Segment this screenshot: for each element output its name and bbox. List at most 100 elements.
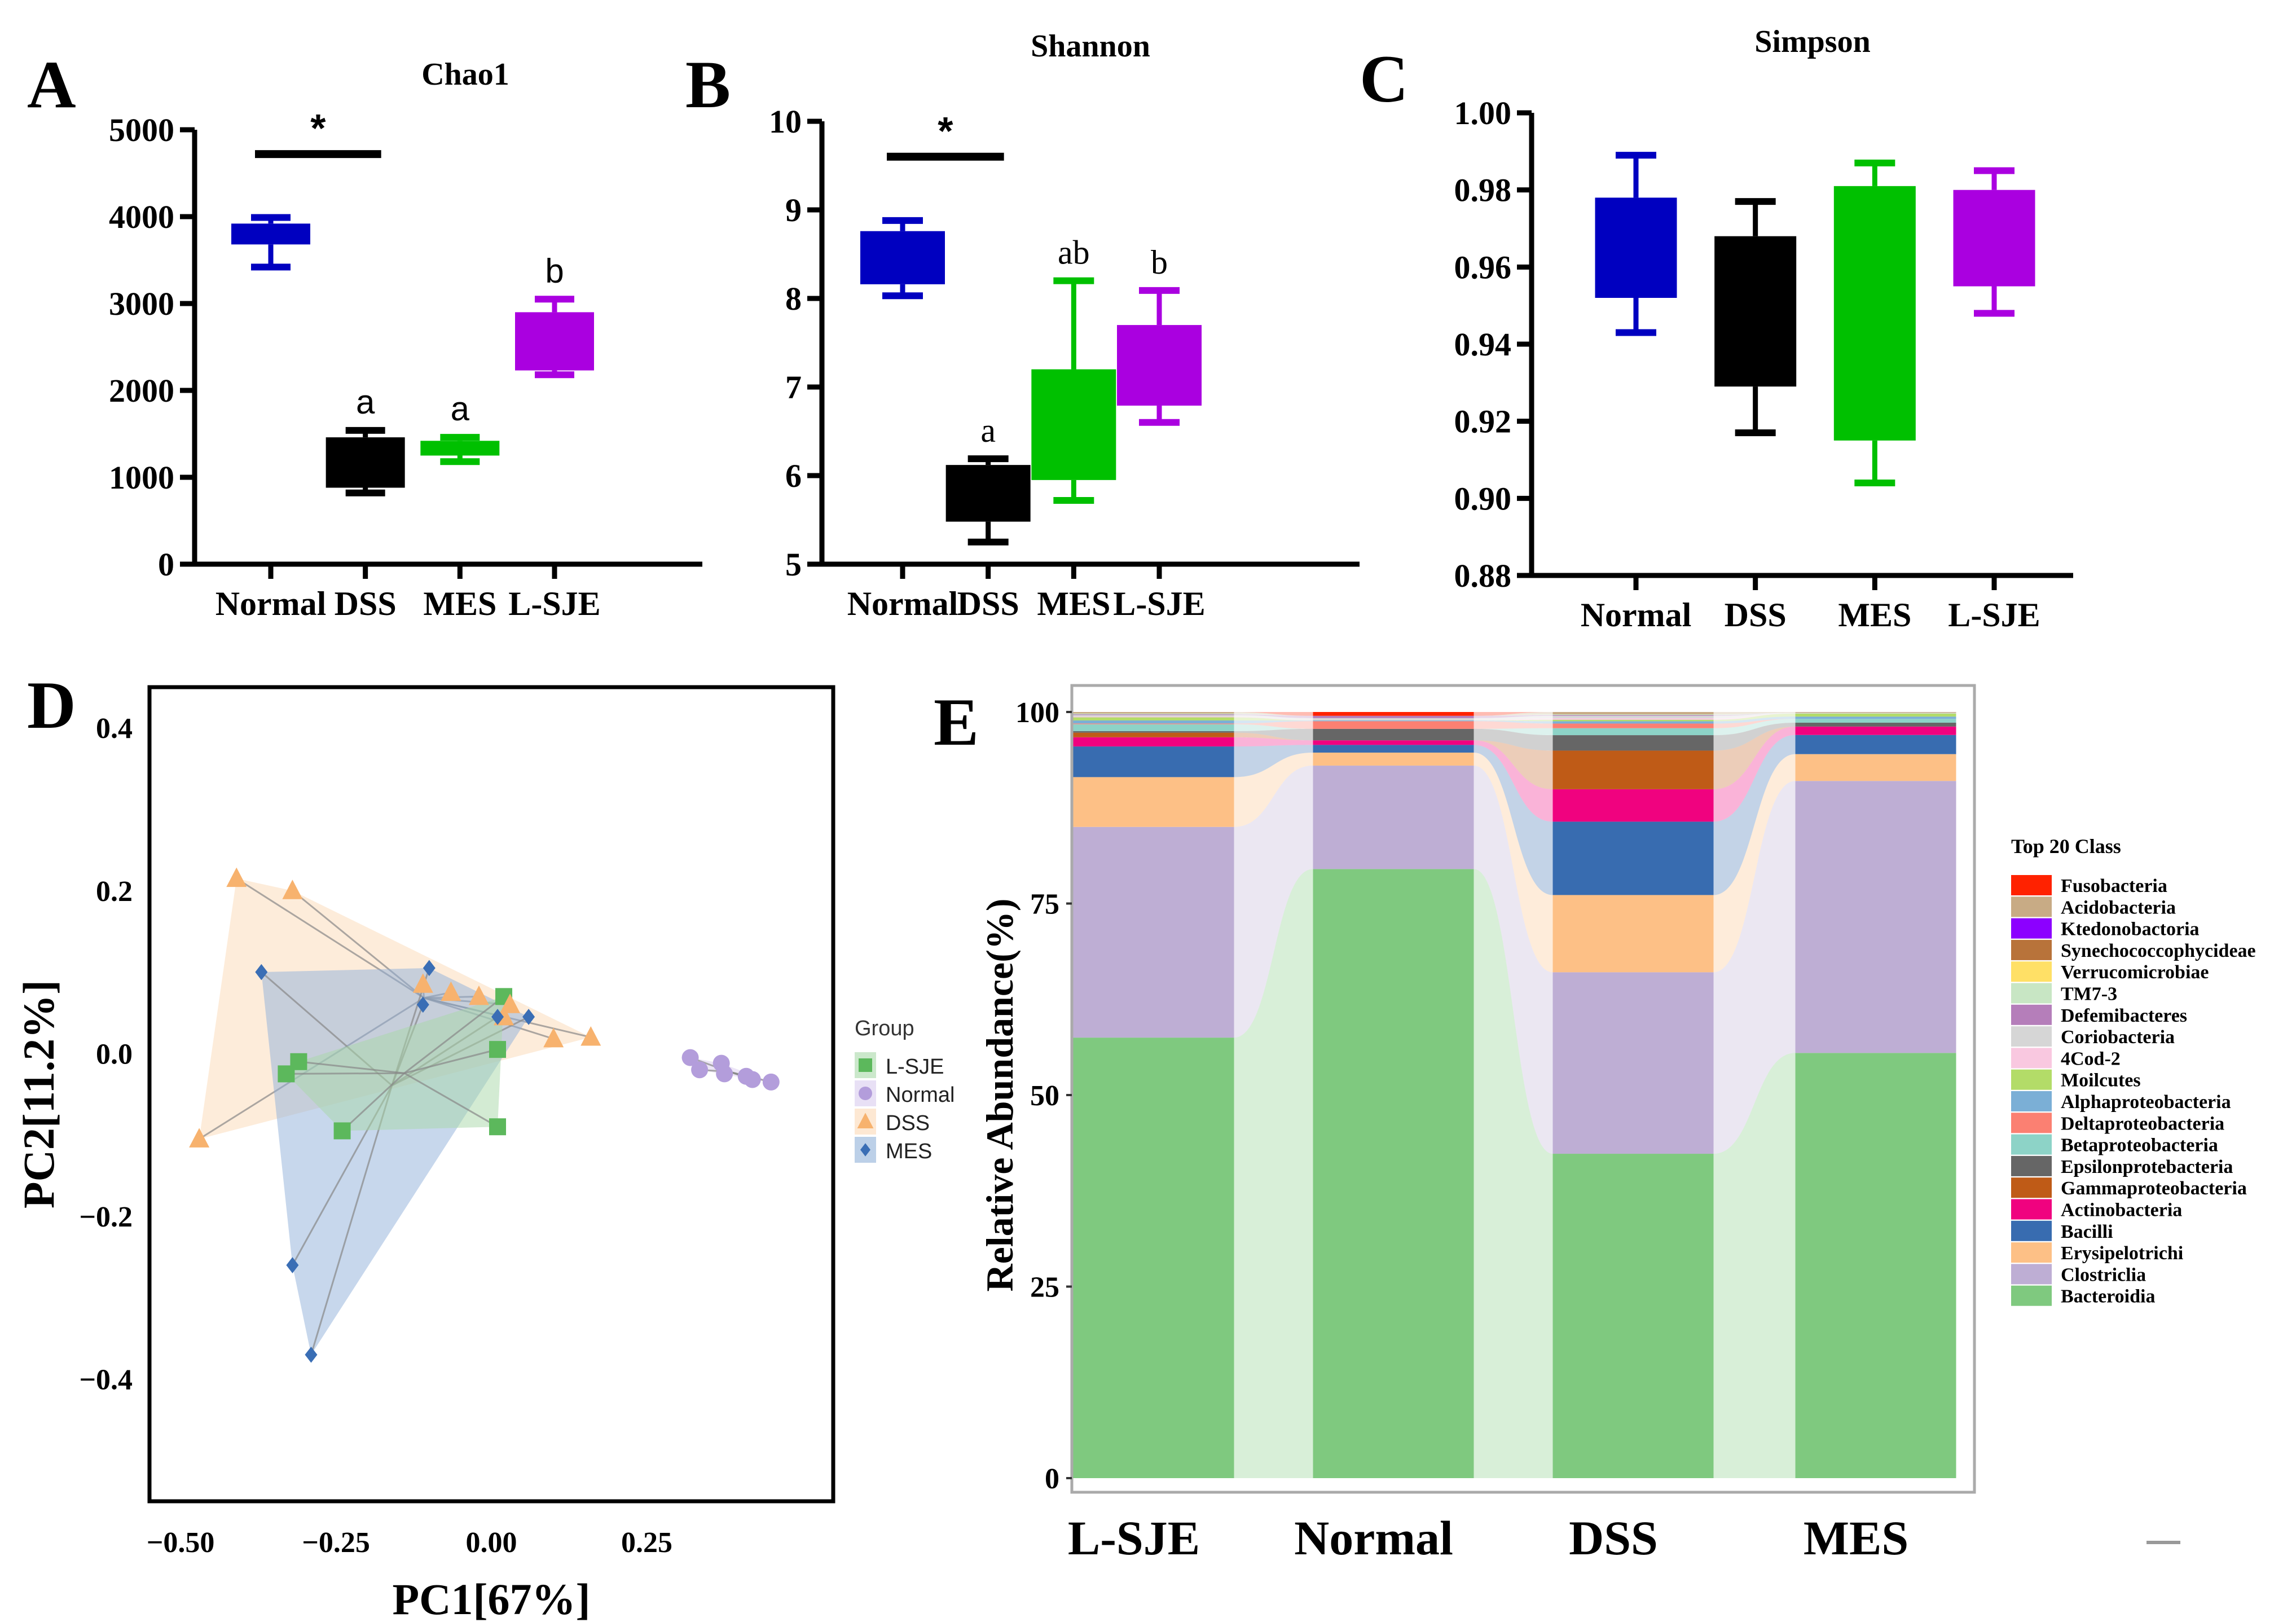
- bar-segment-erysipelotrichi: [1552, 895, 1714, 973]
- legend-swatch-4cod-2: [2011, 1048, 2052, 1069]
- flow-epsilonprotebacteria: [1713, 723, 1796, 751]
- legend-label: MES: [886, 1140, 932, 1163]
- y-tick-label: 0.0: [96, 1038, 133, 1070]
- bar-segment-moilcutes: [1795, 713, 1956, 717]
- bar-segment-epsilonprotebacteria: [1795, 723, 1956, 727]
- legend-swatch-bacilli: [2011, 1220, 2052, 1241]
- bar-segment-alphaproteobacteria: [1552, 721, 1714, 724]
- bar-segment-epsilonprotebacteria: [1073, 731, 1234, 733]
- y-axis-title: Relative Abundance(%): [978, 899, 1021, 1292]
- significance-star: *: [310, 106, 326, 150]
- legend-swatch-defemibacteres: [2011, 1004, 2052, 1025]
- flow-acidobacteria: [1713, 712, 1796, 715]
- bar-segment-fusobacteria: [1313, 712, 1474, 716]
- box-l-sje: [1953, 190, 2035, 287]
- bar-segment-gammaproteobacteria: [1073, 732, 1234, 737]
- y-tick-label: 0.96: [1454, 249, 1512, 285]
- bar-segment-betaproteobacteria: [1073, 724, 1234, 731]
- legend-label: Alphaproteobacteria: [2061, 1092, 2231, 1113]
- legend-swatch-actinobacteria: [2011, 1199, 2052, 1220]
- panel-label-e: E: [934, 684, 979, 759]
- flow-bacilli: [1234, 745, 1313, 777]
- bar-segment-bacilli: [1552, 821, 1714, 895]
- flow-moilcutes: [1713, 713, 1796, 722]
- legend-swatch-deltaproteobacteria: [2011, 1113, 2052, 1133]
- point-dss: [441, 981, 461, 1001]
- bar-segment-bacteroidia: [1313, 869, 1474, 1478]
- y-tick-label: −0.4: [79, 1364, 133, 1396]
- bar-segment-alphaproteobacteria: [1073, 720, 1234, 724]
- flow-4cod-2: [1234, 717, 1313, 720]
- legend-swatch-acidobacteria: [2011, 896, 2052, 917]
- legend-swatch-gammaproteobacteria: [2011, 1177, 2052, 1198]
- flow-moilcutes: [1474, 719, 1553, 722]
- flow-erysipelotrichi: [1713, 754, 1796, 973]
- legend-swatch-bacteroidia: [2011, 1285, 2052, 1306]
- bar-segment-actinobacteria: [1795, 726, 1956, 735]
- flow-betaproteobacteria: [1234, 724, 1313, 731]
- hull-l-sje: [286, 996, 504, 1131]
- bar-segment-bacteroidia: [1795, 1053, 1956, 1478]
- significance-letter: a: [451, 390, 470, 428]
- y-tick-label: 0.88: [1454, 557, 1512, 594]
- x-tick-label: L-SJE: [508, 585, 600, 622]
- bar-segment-coriobacteria: [1073, 715, 1234, 717]
- point-mes: [491, 1009, 504, 1025]
- y-tick-label: 3000: [109, 285, 174, 322]
- flow-defemibacteres: [1234, 714, 1313, 718]
- flow-coriobacteria: [1234, 715, 1313, 720]
- bar-segment-actinobacteria: [1552, 789, 1714, 822]
- x-tick-label: L-SJE: [1068, 1511, 1200, 1565]
- x-tick-label: DSS: [1725, 596, 1787, 634]
- y-tick-label: 4000: [109, 199, 174, 235]
- significance-letter: b: [545, 252, 564, 289]
- flow-bacteroidia: [1474, 869, 1553, 1478]
- box-mes: [1833, 186, 1916, 441]
- x-tick-label: MES: [423, 585, 496, 622]
- panel-label-d: D: [27, 667, 76, 742]
- bar-segment-actinobacteria: [1313, 740, 1474, 745]
- point-l-sje: [278, 1065, 295, 1083]
- bar-segment-acidobacteria: [1795, 712, 1956, 713]
- legend-swatch-moilcutes: [2011, 1069, 2052, 1090]
- legend-swatch-coriobacteria: [2011, 1026, 2052, 1047]
- y-tick-label: 5000: [109, 112, 174, 148]
- flow-fusobacteria: [1474, 712, 1553, 716]
- legend-title: Group: [855, 1017, 914, 1040]
- x-tick-label: −0.25: [302, 1527, 370, 1559]
- bar-segment-bacilli: [1073, 746, 1234, 777]
- x-tick-label: Normal: [1294, 1511, 1453, 1565]
- point-mes: [416, 996, 429, 1013]
- box-l-sje: [1117, 325, 1202, 406]
- y-tick-label: 50: [1030, 1080, 1059, 1112]
- box-normal: [231, 223, 310, 245]
- flow-alphaproteobacteria: [1474, 720, 1553, 724]
- flow-gammaproteobacteria: [1474, 740, 1553, 789]
- y-tick-label: 0.98: [1454, 172, 1512, 209]
- significance-letter: ab: [1058, 234, 1090, 271]
- point-mes: [522, 1009, 535, 1025]
- flow-actinobacteria: [1234, 737, 1313, 747]
- y-tick-label: 100: [1015, 697, 1059, 729]
- flow-4cod-2: [1713, 713, 1796, 720]
- point-mes: [255, 964, 268, 981]
- bar-segment-deltaproteobacteria: [1073, 723, 1234, 724]
- flow-tm7-3: [1713, 713, 1796, 715]
- x-tick-label: MES: [1037, 585, 1110, 622]
- bar-segment-erysipelotrichi: [1795, 754, 1956, 781]
- legend-label: DSS: [886, 1111, 930, 1135]
- x-tick-label: 0.25: [621, 1527, 672, 1559]
- bar-segment-moilcutes: [1073, 717, 1234, 720]
- flow-clostriclia: [1234, 766, 1313, 1038]
- simpson-boxplot: Simpson 0.88 0.90 0.92 0.94 0.96 0.98 1.00 Norma…: [1454, 24, 2073, 634]
- point-mes: [286, 1257, 299, 1273]
- point-mes: [305, 1346, 318, 1363]
- bar-segment-gammaproteobacteria: [1552, 750, 1714, 789]
- class-abundance-chart: L-SJE Normal DSS MES 0 25 50 75 100 Relative Abun…: [978, 684, 2256, 1565]
- bar-segment-betaproteobacteria: [1552, 728, 1714, 736]
- legend-label: Coriobacteria: [2061, 1027, 2175, 1048]
- centroid-link: [403, 996, 504, 1074]
- x-tick-label: Normal: [215, 585, 327, 622]
